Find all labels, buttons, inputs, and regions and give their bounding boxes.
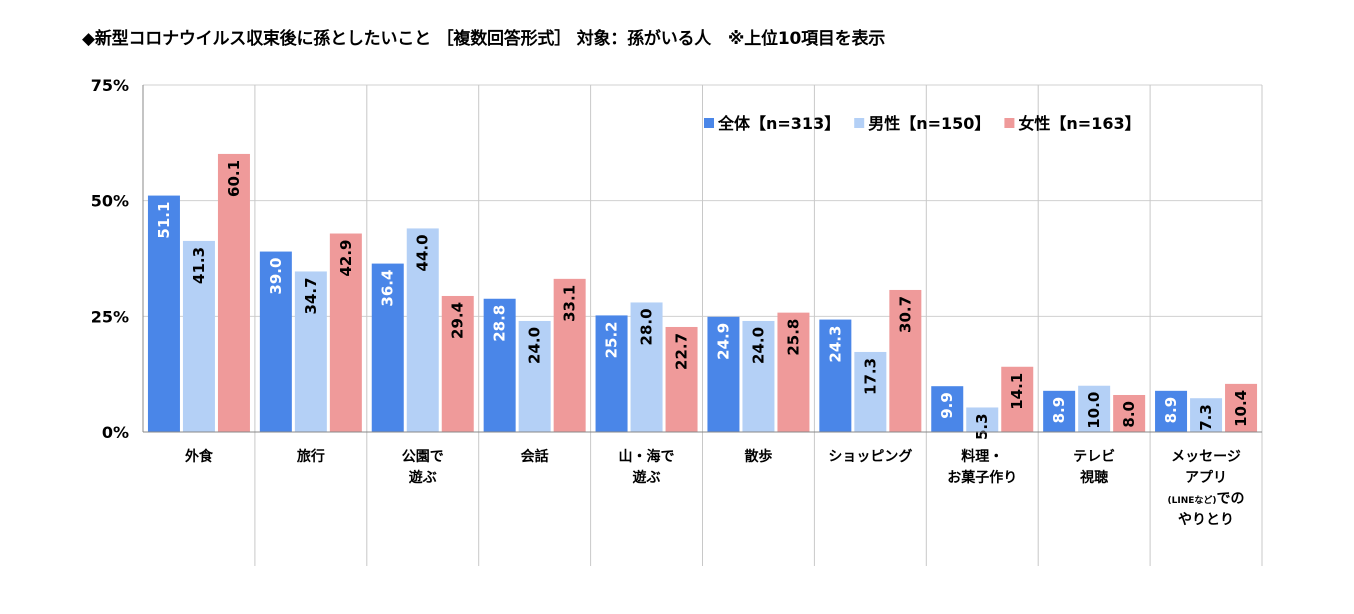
data-label: 36.4 <box>379 270 397 307</box>
category-label: 散歩 <box>744 448 772 465</box>
legend-swatch <box>704 118 714 128</box>
bar <box>966 407 999 432</box>
category-label-part: での <box>1217 491 1245 507</box>
bar <box>1155 390 1188 432</box>
data-label: 24.9 <box>714 323 732 360</box>
category-label: 会話 <box>521 448 549 465</box>
data-label: 7.3 <box>1197 404 1215 431</box>
category-label: 旅行 <box>297 448 325 465</box>
legend-swatch <box>1004 118 1015 128</box>
bar <box>259 251 292 432</box>
bar <box>1225 383 1258 432</box>
data-label: 8.9 <box>1050 397 1068 424</box>
bar <box>1043 390 1076 432</box>
bar <box>217 153 250 433</box>
bar <box>630 302 663 432</box>
category-label: (LINEなど)での <box>1168 491 1245 507</box>
bar <box>889 289 922 432</box>
y-tick-label: 75% <box>91 76 129 95</box>
legend-label: 男性【n=150】 <box>868 114 990 133</box>
data-labels: 51.1 41.3 60.1 39.0 34.7 42.9 36.4 44.0 29.4 28.8… <box>155 160 1250 440</box>
data-label: 33.1 <box>561 285 579 322</box>
data-label: 25.2 <box>603 321 621 358</box>
category-label: やりとり <box>1178 512 1234 528</box>
data-label: 51.1 <box>155 202 173 239</box>
bar <box>1078 385 1111 432</box>
bars <box>147 153 1258 433</box>
category-label: 遊ぶ <box>409 469 437 486</box>
bar <box>553 278 586 432</box>
data-label: 29.4 <box>449 302 467 339</box>
bar <box>1190 398 1223 432</box>
y-tick-label: 25% <box>91 307 129 326</box>
data-label: 17.3 <box>861 358 879 395</box>
y-tick-label: 0% <box>102 423 129 442</box>
category-label: 公園で <box>402 449 444 465</box>
bar <box>707 316 740 432</box>
category-label: 視聴 <box>1079 469 1108 486</box>
data-label: 41.3 <box>190 247 208 284</box>
bar <box>518 320 551 432</box>
legend-label: 全体【n=313】 <box>717 114 840 133</box>
data-label: 24.0 <box>526 327 544 364</box>
data-label: 25.8 <box>784 319 802 356</box>
category-label: 遊ぶ <box>633 469 661 486</box>
bar <box>294 271 327 432</box>
bar <box>441 295 474 432</box>
category-label: 山・海で <box>619 448 675 465</box>
bar <box>931 386 964 432</box>
bar <box>854 351 887 432</box>
category-label: お菓子作り <box>947 469 1017 486</box>
data-label: 22.7 <box>673 333 691 370</box>
bar <box>1113 394 1146 432</box>
bar <box>1001 366 1034 432</box>
data-label: 34.7 <box>302 277 320 314</box>
legend-label: 女性【n=163】 <box>1018 114 1140 133</box>
y-tick-label: 50% <box>91 192 129 211</box>
data-label: 10.0 <box>1085 392 1103 429</box>
data-label: 14.1 <box>1008 373 1026 410</box>
data-label: 60.1 <box>225 160 243 197</box>
bar <box>665 326 698 432</box>
data-label: 28.0 <box>638 308 656 345</box>
bar <box>595 315 628 432</box>
bar <box>483 298 516 432</box>
data-label: 10.4 <box>1232 390 1250 427</box>
bar <box>406 228 439 432</box>
chart-title: ◆新型コロナウイルス収束後に孫としたいこと ［複数回答形式］ 対象：孫がいる人 … <box>82 29 886 49</box>
data-label: 9.9 <box>938 392 956 419</box>
category-label: 料理・ <box>961 448 1003 465</box>
bar <box>329 233 362 432</box>
category-label: 外食 <box>185 448 214 465</box>
data-label: 24.3 <box>826 326 844 363</box>
data-label: 24.0 <box>749 327 767 364</box>
bar <box>371 263 404 432</box>
legend: 全体【n=313】 男性【n=150】 女性【n=163】 <box>704 114 1141 133</box>
category-label-small: (LINEなど) <box>1168 494 1217 506</box>
data-label: 28.8 <box>491 305 509 342</box>
data-label: 44.0 <box>414 234 432 271</box>
category-label: メッセージ <box>1171 449 1241 465</box>
data-label: 39.0 <box>267 258 285 295</box>
data-label: 30.7 <box>896 296 914 333</box>
bar <box>182 240 215 432</box>
bar <box>742 320 775 432</box>
bar <box>147 195 180 432</box>
data-label: 5.3 <box>973 413 991 440</box>
data-label: 42.9 <box>337 240 355 277</box>
data-label: 8.9 <box>1162 397 1180 424</box>
category-label: ショッピング <box>828 448 912 465</box>
category-label: アプリ <box>1185 470 1227 486</box>
legend-swatch <box>854 118 865 128</box>
bar <box>777 312 810 432</box>
data-label: 8.0 <box>1120 401 1138 428</box>
category-label: テレビ <box>1073 449 1115 465</box>
bar <box>819 319 852 432</box>
